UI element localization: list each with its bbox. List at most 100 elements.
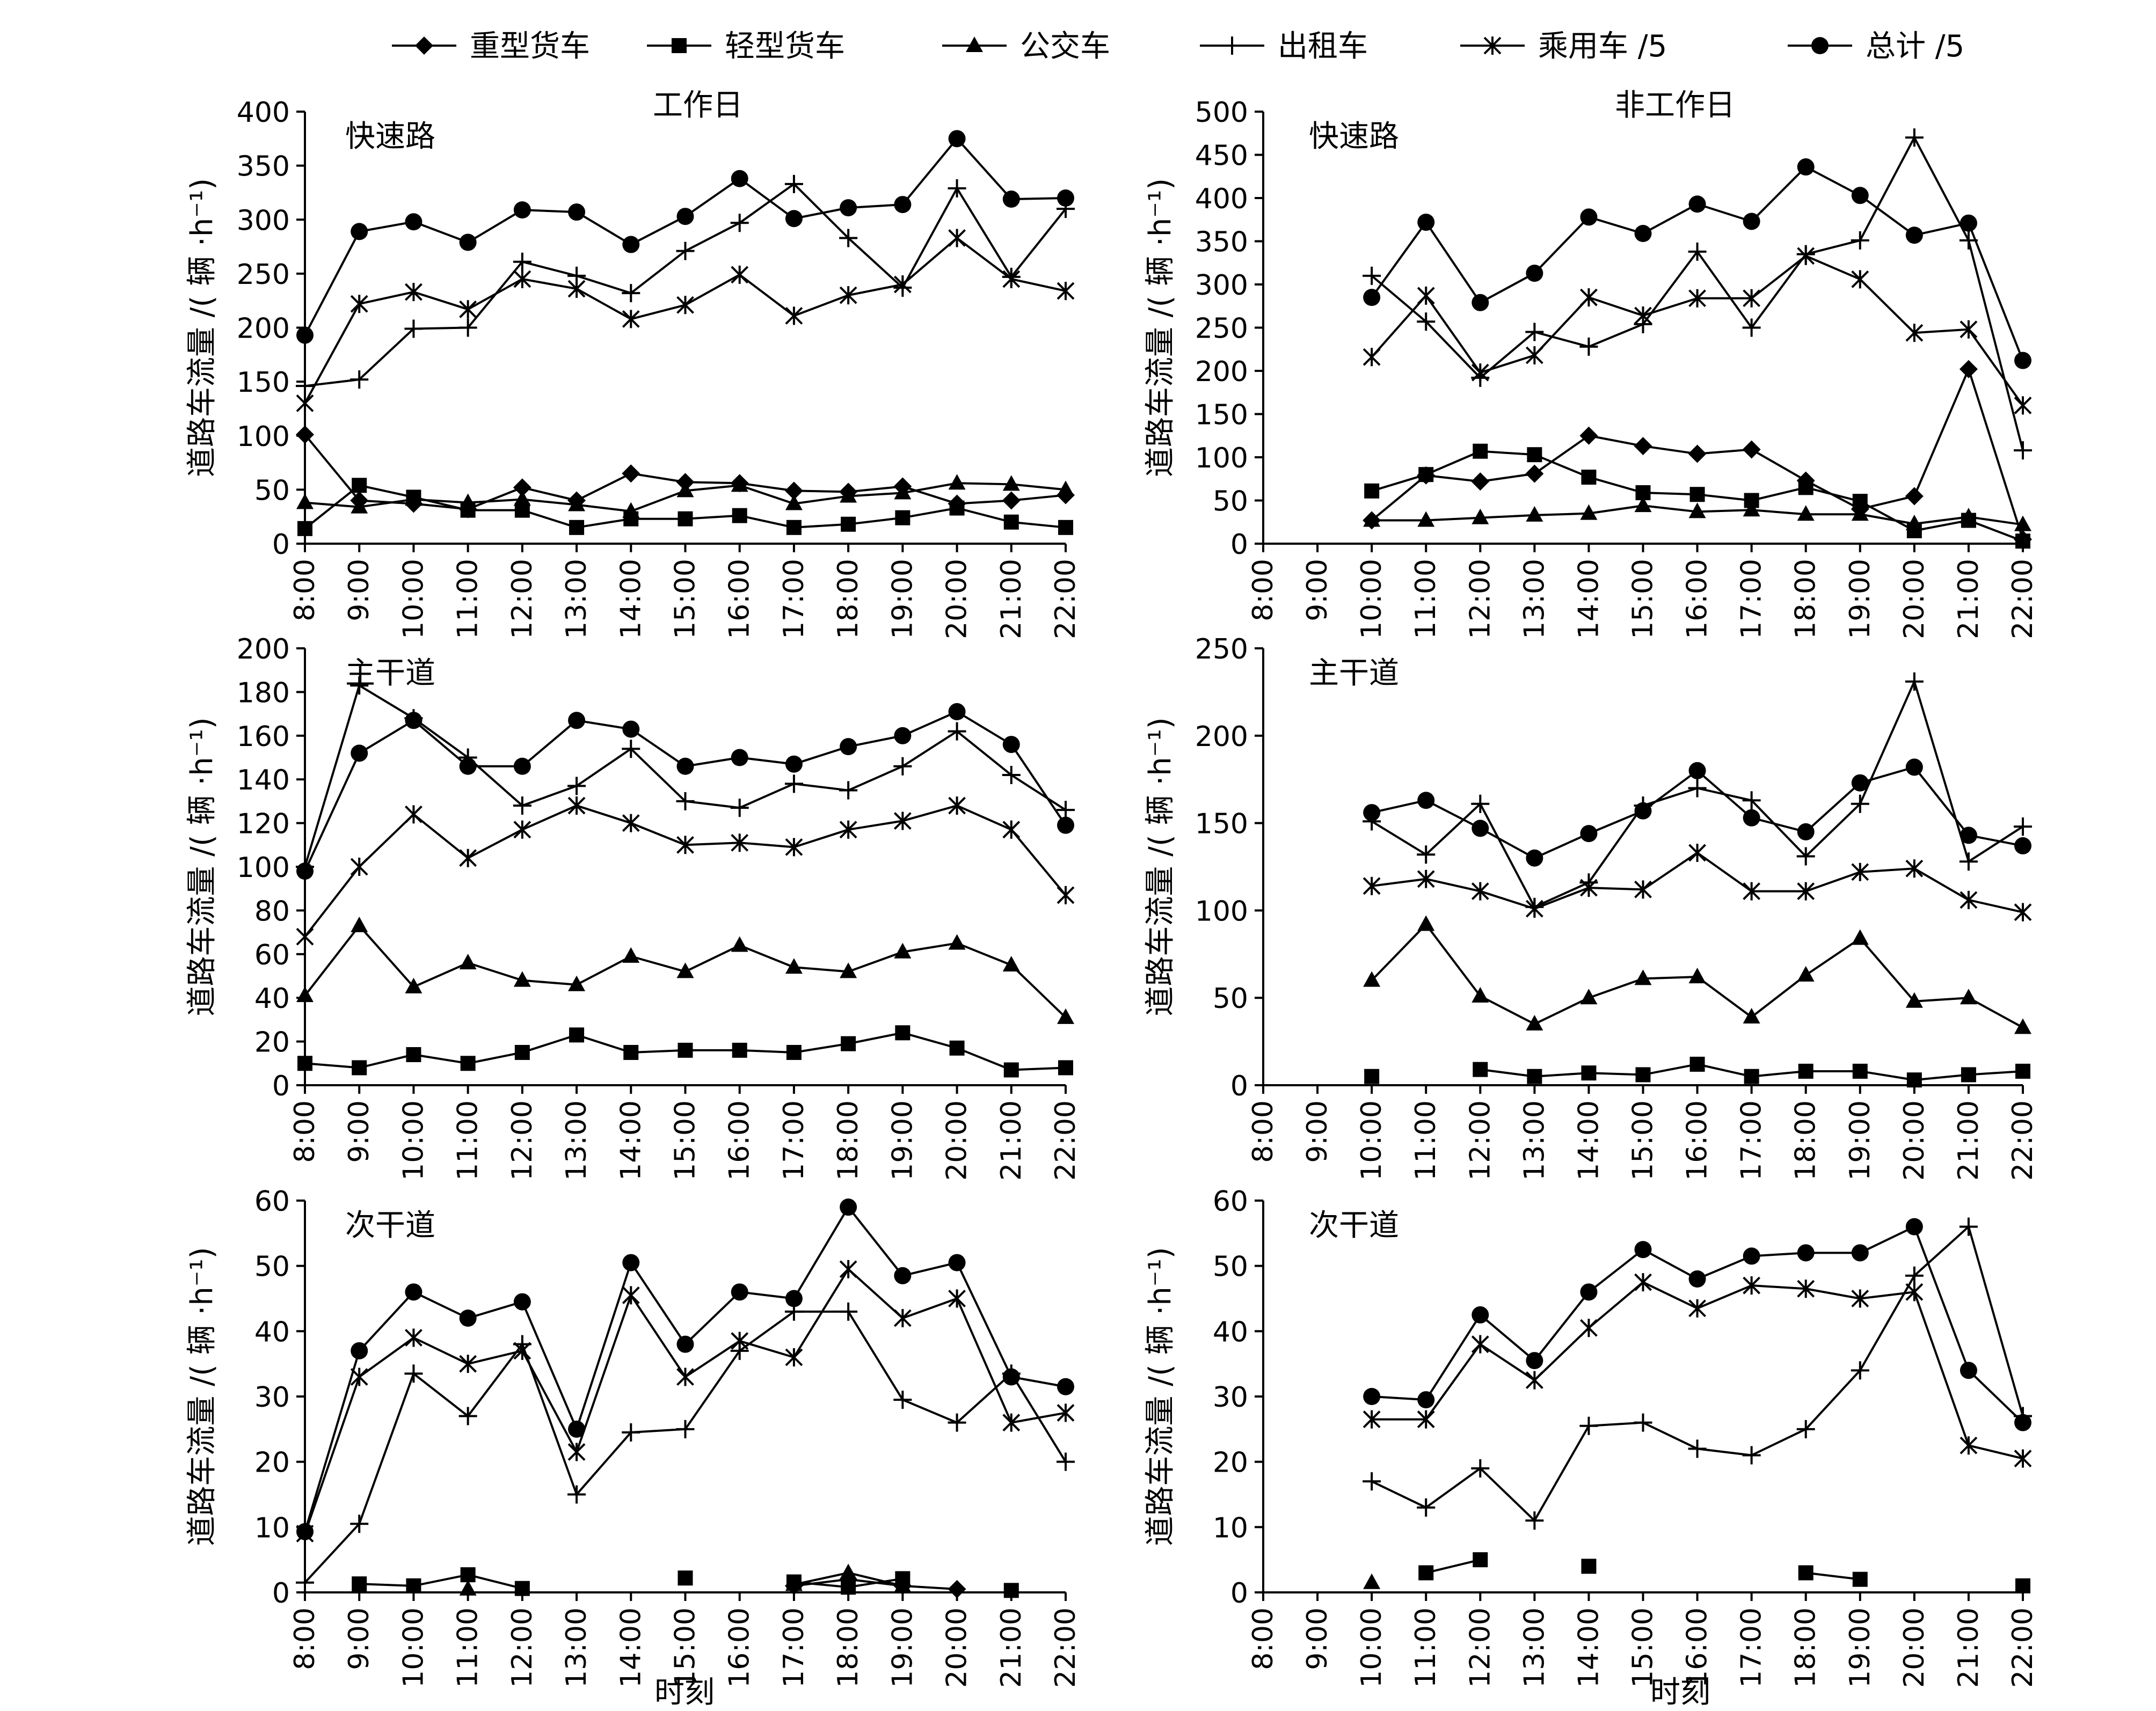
data-point	[1526, 1015, 1543, 1031]
y-tick-label: 400	[237, 97, 290, 129]
data-point	[1002, 820, 1021, 839]
data-point	[893, 1309, 912, 1327]
data-point	[785, 958, 803, 974]
data-point	[948, 796, 966, 815]
x-tick-label: 21:00	[995, 559, 1028, 639]
data-point	[296, 394, 314, 413]
data-point	[459, 233, 477, 251]
data-point	[296, 927, 314, 946]
x-tick-label: 14:00	[615, 559, 647, 639]
x-tick-label: 19:00	[1844, 1100, 1876, 1181]
data-point	[569, 520, 585, 535]
series-passenger-car	[296, 1260, 1075, 1543]
x-tick-label: 14:00	[1572, 1607, 1605, 1688]
data-point	[1471, 472, 1490, 491]
data-point	[1634, 306, 1652, 325]
x-tick-label: 17:00	[778, 559, 810, 639]
y-tick-label: 60	[1213, 1186, 1248, 1218]
data-point	[513, 252, 531, 271]
x-tick-label: 15:00	[669, 1100, 702, 1181]
series-bus	[1363, 915, 2031, 1034]
data-point	[1905, 992, 1923, 1008]
series-passenger-car	[1363, 246, 2032, 415]
legend-label: 轻型货车	[725, 29, 845, 64]
data-point	[2014, 396, 2032, 415]
data-point	[676, 296, 694, 315]
data-point	[1961, 1067, 1976, 1083]
y-tick-label: 120	[237, 808, 290, 840]
data-point	[1688, 289, 1706, 308]
y-tick-label: 100	[1195, 895, 1248, 927]
x-tick-label: 19:00	[1844, 559, 1876, 639]
x-tick-label: 22:00	[1050, 559, 1082, 639]
x-tick-label: 10:00	[397, 559, 429, 639]
legend-item-taxi: 出租车	[1200, 29, 1368, 64]
y-tick-label: 350	[237, 151, 290, 183]
x-tick-label: 14:00	[1572, 559, 1605, 639]
series-line	[304, 237, 1066, 404]
data-point	[2014, 1018, 2031, 1034]
series-passenger-car	[1363, 843, 2032, 922]
y-tick-label: 30	[254, 1381, 290, 1414]
x-axis-label-workday: 时刻	[654, 1675, 715, 1710]
data-point	[676, 792, 695, 810]
data-point	[1959, 852, 1978, 871]
data-point	[622, 284, 640, 303]
data-point	[1743, 289, 1761, 308]
data-point	[1743, 809, 1760, 827]
series-bus	[296, 474, 1074, 518]
y-tick-label: 10	[254, 1512, 290, 1544]
x-tick-label: 10:00	[1356, 1607, 1388, 1688]
y-tick-label: 0	[272, 529, 290, 561]
data-point	[785, 1575, 803, 1591]
series-line	[1425, 1559, 1481, 1574]
series-line	[304, 805, 1067, 938]
column-title-workday: 工作日	[653, 88, 743, 123]
data-point	[459, 757, 477, 775]
legend-item-passenger-car: 乘用车 /5	[1460, 29, 1667, 64]
data-point	[1798, 480, 1813, 495]
x-tick-label: 15:00	[1627, 1100, 1659, 1181]
y-tick-label: 140	[237, 764, 290, 796]
data-point	[1688, 1439, 1707, 1458]
data-point	[1363, 348, 1381, 367]
data-point	[893, 275, 912, 294]
data-point	[1743, 1276, 1761, 1295]
x-tick-label: 16:00	[724, 559, 756, 639]
y-tick-label: 400	[1195, 183, 1248, 215]
data-point	[1688, 762, 1706, 779]
data-point	[297, 521, 312, 536]
data-point	[1905, 1218, 1923, 1235]
data-point	[622, 720, 640, 738]
data-point	[840, 962, 857, 978]
legend-marker-triangle	[966, 36, 983, 52]
x-tick-label: 13:00	[1518, 1100, 1550, 1181]
data-point	[840, 487, 857, 503]
data-point	[731, 1283, 748, 1301]
x-tick-label: 16:00	[1681, 1607, 1714, 1688]
data-point	[1852, 1571, 1868, 1587]
x-tick-label: 18:00	[1790, 559, 1822, 639]
data-point	[678, 1042, 693, 1058]
series-light-truck	[297, 1025, 1073, 1078]
x-tick-label: 10:00	[397, 1100, 429, 1181]
data-point	[839, 286, 857, 305]
data-point	[1580, 879, 1598, 897]
x-tick-label: 8:00	[1247, 1607, 1279, 1670]
series-heavy-truck	[1363, 360, 2032, 549]
data-point	[1417, 845, 1436, 864]
data-point	[676, 1420, 695, 1438]
y-tick-label: 50	[1213, 983, 1248, 1015]
data-point	[1634, 1273, 1652, 1292]
data-point	[405, 1328, 423, 1347]
data-point	[839, 781, 858, 800]
series-total	[296, 703, 1074, 880]
data-point	[841, 516, 856, 532]
data-point	[296, 862, 314, 880]
legend-marker-plus	[1223, 36, 1241, 55]
data-point	[2015, 1578, 2030, 1593]
legend-item-bus: 公交车	[942, 29, 1110, 64]
data-point	[676, 757, 694, 775]
data-point	[1002, 269, 1021, 288]
